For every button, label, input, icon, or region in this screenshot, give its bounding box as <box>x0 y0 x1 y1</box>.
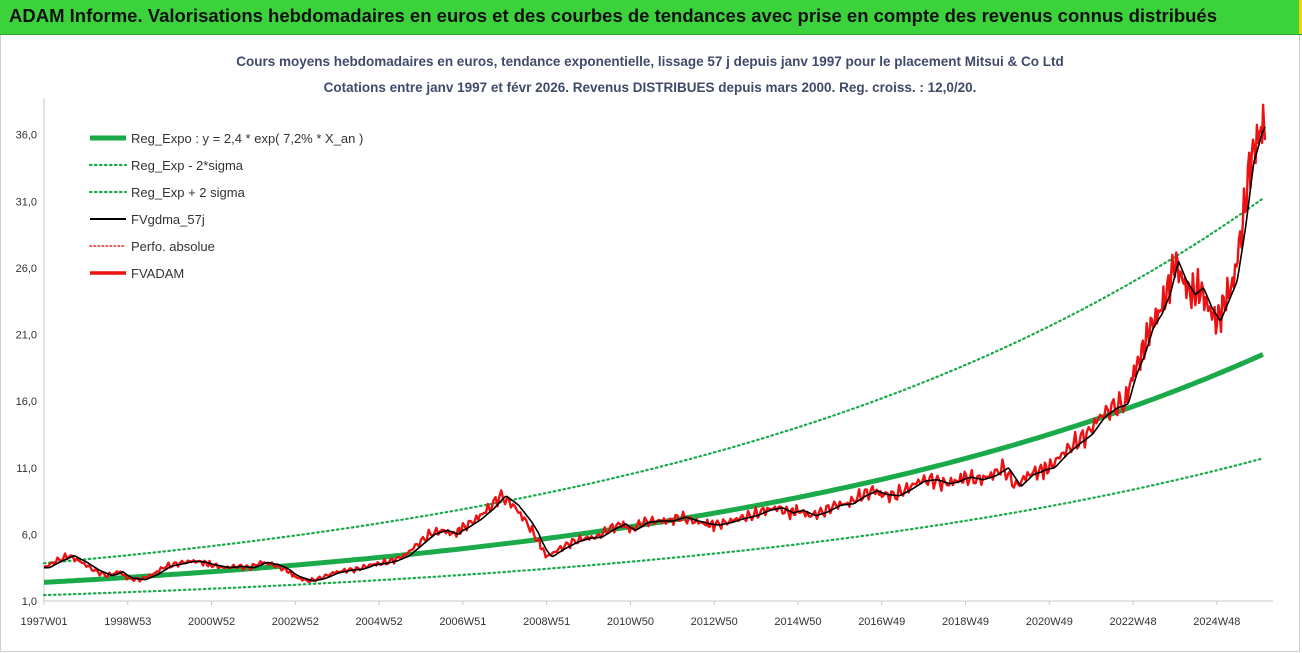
x-tick-label: 1998W53 <box>104 616 151 628</box>
x-tick-label: 2012W50 <box>691 616 738 628</box>
x-tick-label: 2022W48 <box>1110 616 1157 628</box>
plot-area <box>42 103 1267 597</box>
x-tick-label: 2016W49 <box>858 616 905 628</box>
y-tick-label: 21,0 <box>16 330 37 342</box>
y-tick-label: 16,0 <box>16 396 37 408</box>
legend-label: Reg_Exp + 2 sigma <box>131 185 246 200</box>
banner-accent <box>1299 0 1302 34</box>
series-reg-exp-minus-2sigma <box>42 457 1264 597</box>
x-tick-label: 2014W50 <box>774 616 821 628</box>
legend-item-reg-exp-minus: Reg_Exp - 2*sigma <box>88 158 244 173</box>
x-tick-label: 2006W51 <box>439 616 486 628</box>
series-fvgdma-57j <box>44 126 1266 582</box>
series-reg-exp-plus-2sigma <box>42 197 1264 565</box>
x-tick-label: 2020W49 <box>1026 616 1073 628</box>
y-tick-label: 1,0 <box>22 596 37 608</box>
legend-item-fvadam: FVADAM <box>90 266 184 281</box>
y-tick-label: 36,0 <box>16 130 37 142</box>
legend-item-fvgdma: FVgdma_57j <box>90 212 205 227</box>
x-tick-label: 1997W01 <box>20 616 67 628</box>
legend-label: Reg_Exp - 2*sigma <box>131 158 244 173</box>
legend-label: Perfo. absolue <box>131 239 215 254</box>
banner: ADAM Informe. Valorisations hebdomadaire… <box>0 0 1302 35</box>
x-tick-label: 2004W52 <box>356 616 403 628</box>
legend-item-perfo: Perfo. absolue <box>89 239 215 254</box>
x-tick-label: 2010W50 <box>607 616 654 628</box>
chart-title-line2: Cotations entre janv 1997 et févr 2026. … <box>324 80 977 95</box>
banner-title: ADAM Informe. Valorisations hebdomadaire… <box>9 5 1218 26</box>
legend-label: FVgdma_57j <box>131 212 205 227</box>
x-tick-label: 2024W48 <box>1193 616 1240 628</box>
legend-label: Reg_Expo : y = 2,4 * exp( 7,2% * X_an ) <box>131 131 363 146</box>
x-tick-label: 2008W51 <box>523 616 570 628</box>
axes: 1,0 6,0 11,0 16,0 21,0 26,0 31,0 36,0 1997W01 199… <box>16 98 1273 628</box>
y-tick-label: 31,0 <box>16 196 37 208</box>
legend-label: FVADAM <box>131 266 184 281</box>
x-tick-label: 2000W52 <box>188 616 235 628</box>
legend-item-reg-exp-plus: Reg_Exp + 2 sigma <box>88 185 246 200</box>
legend-item-reg-expo: Reg_Expo : y = 2,4 * exp( 7,2% * X_an ) <box>90 131 363 146</box>
y-tick-label: 6,0 <box>22 529 37 541</box>
x-tick-label: 2018W49 <box>942 616 989 628</box>
x-tick-label: 2002W52 <box>272 616 319 628</box>
legend: Reg_Expo : y = 2,4 * exp( 7,2% * X_an ) R… <box>88 131 363 281</box>
series-fvadam <box>43 103 1267 583</box>
chart-frame <box>0 35 1300 652</box>
y-tick-label: 26,0 <box>16 263 37 275</box>
chart-title-line1: Cours moyens hebdomadaires en euros, ten… <box>236 54 1063 69</box>
y-tick-label: 11,0 <box>16 463 37 475</box>
